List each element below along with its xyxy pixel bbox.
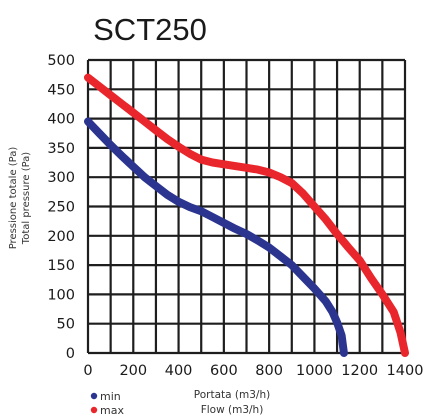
- x-axis-label-italian: Portata (m3/h): [194, 389, 270, 401]
- y-axis-label: Pressione totale (Pa): [8, 147, 19, 250]
- x-tick-label: 1200: [341, 363, 378, 379]
- x-tick-labels: 0 200 400 600 800 1000 1200 1400: [83, 363, 423, 379]
- y-tick-label: 0: [66, 346, 75, 362]
- y-tick-label: 200: [47, 229, 75, 245]
- x-tick-label: 800: [255, 363, 283, 379]
- y-tick-label: 350: [47, 141, 75, 157]
- chart-title: SCT250: [93, 12, 207, 47]
- legend-marker-max: [90, 406, 98, 414]
- series-line-min: [84, 117, 348, 357]
- x-tick-label: 1000: [296, 363, 333, 379]
- y-tick-label: 100: [47, 287, 75, 303]
- y-tick-label: 450: [47, 82, 75, 98]
- y-axis-label-italian: Pressione totale (Pa): [8, 147, 19, 250]
- y-tick-label: 300: [47, 170, 75, 186]
- legend-label-max: max: [100, 404, 124, 417]
- x-tick-label: 0: [83, 363, 92, 379]
- legend-marker-min: [90, 392, 98, 400]
- curves: [84, 73, 409, 357]
- y-tick-label: 50: [57, 317, 75, 333]
- y-tick-label: 250: [47, 200, 75, 216]
- legend-label-min: min: [100, 390, 121, 403]
- grid: [86, 58, 407, 355]
- y-tick-label: 150: [47, 258, 75, 274]
- legend: min max: [90, 390, 124, 417]
- y-tick-labels: 0 50 100 150 200 250 300 350 400 450 500: [47, 53, 75, 362]
- y-axis-label-english: Total pressure (Pa): [21, 152, 32, 246]
- x-tick-label: 600: [210, 363, 238, 379]
- y-tick-label: 500: [47, 53, 75, 69]
- y-tick-label: 400: [47, 112, 75, 128]
- x-tick-label: 200: [119, 363, 147, 379]
- y-axis-label-2: Total pressure (Pa): [21, 152, 32, 246]
- x-tick-label: 1400: [387, 363, 424, 379]
- x-tick-label: 400: [165, 363, 193, 379]
- series-line-max: [84, 73, 409, 357]
- x-axis-label-english: Flow (m3/h): [201, 404, 264, 416]
